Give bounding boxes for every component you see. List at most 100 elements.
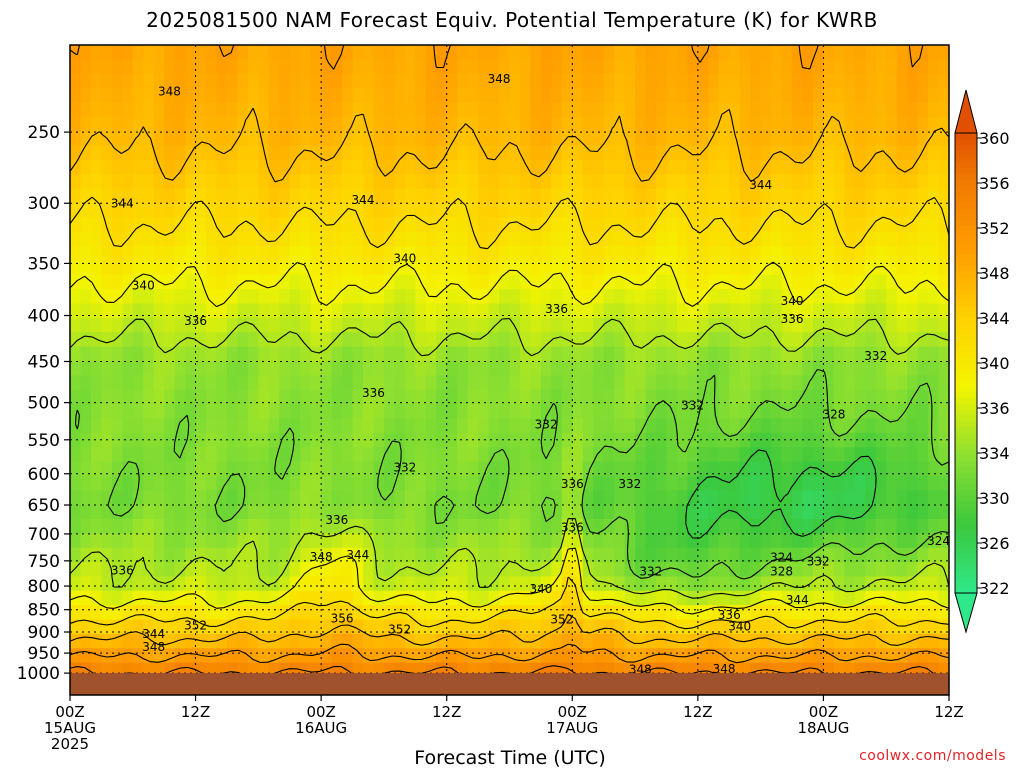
field-cell (164, 231, 176, 247)
field-cell (917, 131, 929, 147)
colorbar-swatch (955, 167, 977, 174)
field-cell (928, 547, 940, 563)
field-cell (342, 418, 354, 434)
field-cell (907, 519, 919, 534)
field-cell (760, 461, 772, 477)
field-cell (729, 231, 741, 247)
field-cell (886, 504, 898, 520)
field-cell (750, 590, 762, 606)
field-cell (687, 317, 699, 333)
field-cell (289, 562, 301, 578)
field-cell (854, 289, 866, 305)
field-cell (718, 174, 730, 190)
field-cell (593, 102, 605, 118)
field-cell (300, 116, 312, 132)
field-cell (593, 289, 605, 305)
field-cell (488, 590, 500, 606)
field-cell (101, 605, 113, 621)
field-cell (540, 590, 552, 606)
field-cell (383, 648, 395, 664)
field-cell (185, 648, 197, 664)
field-cell (289, 519, 301, 534)
field-cell (394, 45, 406, 60)
field-cell (519, 188, 532, 204)
field-cell (258, 231, 270, 247)
field-cell (896, 73, 908, 89)
field-cell (750, 217, 762, 233)
field-cell (781, 490, 793, 506)
field-cell (739, 159, 751, 175)
field-cell (310, 303, 322, 319)
field-cell (70, 418, 82, 434)
field-cell (582, 504, 594, 520)
field-cell (247, 174, 259, 190)
field-cell (635, 73, 647, 89)
field-cell (739, 260, 751, 276)
field-cell (331, 260, 343, 276)
field-cell (415, 547, 427, 563)
field-cell (415, 389, 427, 405)
field-cell (446, 188, 458, 204)
field-cell (718, 346, 730, 362)
field-cell (519, 260, 532, 276)
field-cell (415, 533, 427, 549)
field-cell (258, 461, 270, 477)
field-cell (865, 317, 877, 333)
field-cell (185, 346, 197, 362)
field-cell (812, 260, 825, 276)
y-tick-label: 600 (28, 465, 60, 485)
colorbar-label: 330 (979, 489, 1010, 508)
field-cell (143, 633, 155, 649)
field-cell (70, 73, 82, 89)
field-cell (572, 145, 584, 161)
field-cell (561, 217, 573, 233)
field-cell (781, 605, 793, 621)
field-cell (593, 303, 605, 319)
field-cell (530, 562, 542, 578)
field-cell (844, 231, 856, 247)
field-cell (457, 73, 469, 89)
site-credit[interactable]: coolwx.com/models (859, 748, 1006, 764)
field-cell (718, 217, 730, 233)
field-cell (342, 332, 354, 348)
field-cell (101, 576, 113, 592)
field-cell (289, 447, 301, 463)
field-cell (886, 648, 898, 664)
field-cell (394, 116, 406, 132)
field-cell (687, 404, 699, 420)
field-cell (436, 375, 448, 391)
field-cell (90, 375, 102, 391)
field-cell (331, 547, 343, 563)
field-cell (80, 246, 92, 262)
field-cell (823, 145, 835, 161)
field-cell (917, 504, 929, 520)
field-cell (750, 332, 762, 348)
field-cell (457, 102, 469, 118)
field-cell (645, 375, 657, 391)
field-cell (268, 576, 280, 592)
field-cell (488, 217, 500, 233)
field-cell (792, 375, 804, 391)
field-cell (635, 274, 647, 290)
field-cell (122, 389, 134, 405)
field-cell (216, 590, 228, 606)
field-cell (886, 116, 898, 132)
field-cell (342, 590, 354, 606)
field-cell (603, 447, 615, 463)
field-cell (101, 418, 113, 434)
field-cell (132, 605, 144, 621)
field-cell (676, 605, 688, 621)
field-cell (792, 217, 804, 233)
field-cell (593, 447, 605, 463)
field-cell (792, 447, 804, 463)
field-cell (886, 231, 898, 247)
contour-label: 336 (561, 477, 584, 491)
field-cell (132, 432, 144, 448)
field-cell (289, 188, 301, 204)
field-cell (446, 619, 458, 635)
field-cell (132, 361, 144, 376)
field-cell (572, 389, 584, 405)
field-cell (833, 418, 845, 434)
field-cell (760, 59, 772, 75)
field-cell (300, 562, 312, 578)
